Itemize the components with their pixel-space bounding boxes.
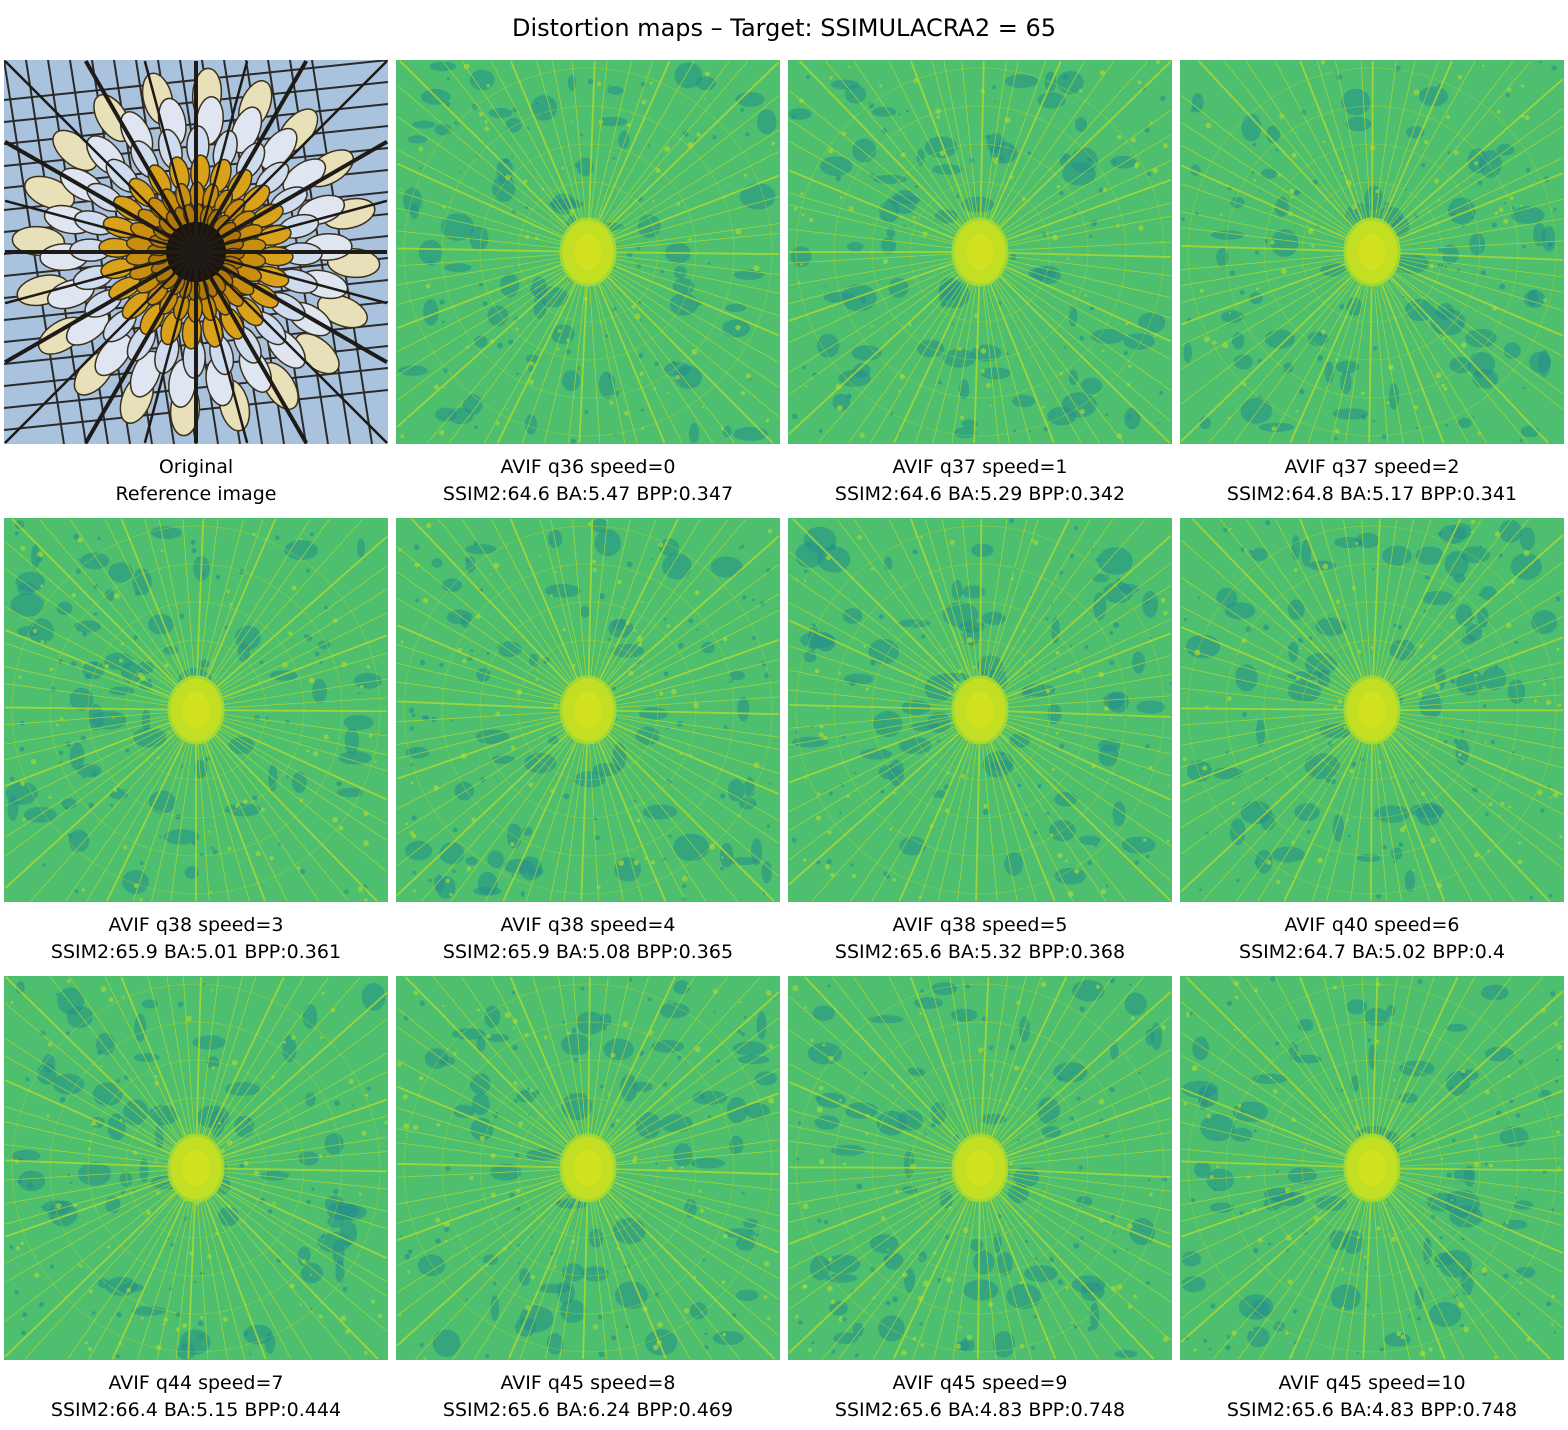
distortion-map [396,518,780,902]
caption-line2: SSIM2:64.7 BA:5.02 BPP:0.4 [1239,941,1505,963]
caption-line1: AVIF q44 speed=7 [108,1372,284,1394]
distortion-map [1180,60,1564,444]
caption-line1: AVIF q37 speed=2 [1284,456,1460,478]
caption-line1: AVIF q45 speed=8 [500,1372,676,1394]
distortion-map [788,976,1172,1360]
caption-line2: SSIM2:65.6 BA:4.83 BPP:0.748 [1226,1399,1518,1421]
distortion-map [396,60,780,444]
panel-caption: AVIF q37 speed=2 SSIM2:64.8 BA:5.17 BPP:0… [1180,454,1564,508]
caption-line1: AVIF q37 speed=1 [892,456,1068,478]
caption-line2: SSIM2:64.6 BA:5.29 BPP:0.342 [834,483,1126,505]
panel-caption: AVIF q44 speed=7 SSIM2:66.4 BA:5.15 BPP:0… [4,1370,388,1424]
reference-image [4,60,388,444]
caption-line1: AVIF q38 speed=4 [500,914,676,936]
caption-line2: SSIM2:65.6 BA:6.24 BPP:0.469 [442,1399,734,1421]
caption-line2: SSIM2:65.6 BA:4.83 BPP:0.748 [834,1399,1126,1421]
figure-title: Distortion maps – Target: SSIMULACRA2 = … [511,14,1057,42]
panel-caption: AVIF q38 speed=3 SSIM2:65.9 BA:5.01 BPP:0… [4,912,388,966]
panel-caption: Original Reference image [4,454,388,508]
panel-caption: AVIF q37 speed=1 SSIM2:64.6 BA:5.29 BPP:0… [788,454,1172,508]
panel-caption: AVIF q38 speed=4 SSIM2:65.9 BA:5.08 BPP:0… [396,912,780,966]
caption-line1: Original [158,456,234,478]
distortion-map [4,518,388,902]
caption-line2: SSIM2:65.9 BA:5.01 BPP:0.361 [50,941,342,963]
distortion-map [4,976,388,1360]
caption-line2: SSIM2:65.9 BA:5.08 BPP:0.365 [442,941,734,963]
panel-caption: AVIF q45 speed=9 SSIM2:65.6 BA:4.83 BPP:0… [788,1370,1172,1424]
caption-line1: AVIF q38 speed=5 [892,914,1068,936]
caption-line1: AVIF q40 speed=6 [1284,914,1460,936]
distortion-map [788,60,1172,444]
panel-caption: AVIF q38 speed=5 SSIM2:65.6 BA:5.32 BPP:0… [788,912,1172,966]
caption-line1: AVIF q45 speed=10 [1278,1372,1466,1394]
caption-line2: SSIM2:66.4 BA:5.15 BPP:0.444 [50,1399,342,1421]
caption-line2: Reference image [115,483,277,505]
distortion-map [1180,518,1564,902]
panel-caption: AVIF q40 speed=6 SSIM2:64.7 BA:5.02 BPP:0… [1180,912,1564,966]
caption-line2: SSIM2:64.8 BA:5.17 BPP:0.341 [1226,483,1518,505]
caption-line1: AVIF q38 speed=3 [108,914,284,936]
panel-caption: AVIF q36 speed=0 SSIM2:64.6 BA:5.47 BPP:0… [396,454,780,508]
distortion-map [396,976,780,1360]
caption-line2: SSIM2:65.6 BA:5.32 BPP:0.368 [834,941,1126,963]
panel-caption: AVIF q45 speed=8 SSIM2:65.6 BA:6.24 BPP:0… [396,1370,780,1424]
caption-line1: AVIF q45 speed=9 [892,1372,1068,1394]
panel-caption: AVIF q45 speed=10 SSIM2:65.6 BA:4.83 BPP:… [1180,1370,1564,1424]
caption-line2: SSIM2:64.6 BA:5.47 BPP:0.347 [442,483,734,505]
distortion-map [1180,976,1564,1360]
caption-line1: AVIF q36 speed=0 [500,456,676,478]
distortion-map [788,518,1172,902]
